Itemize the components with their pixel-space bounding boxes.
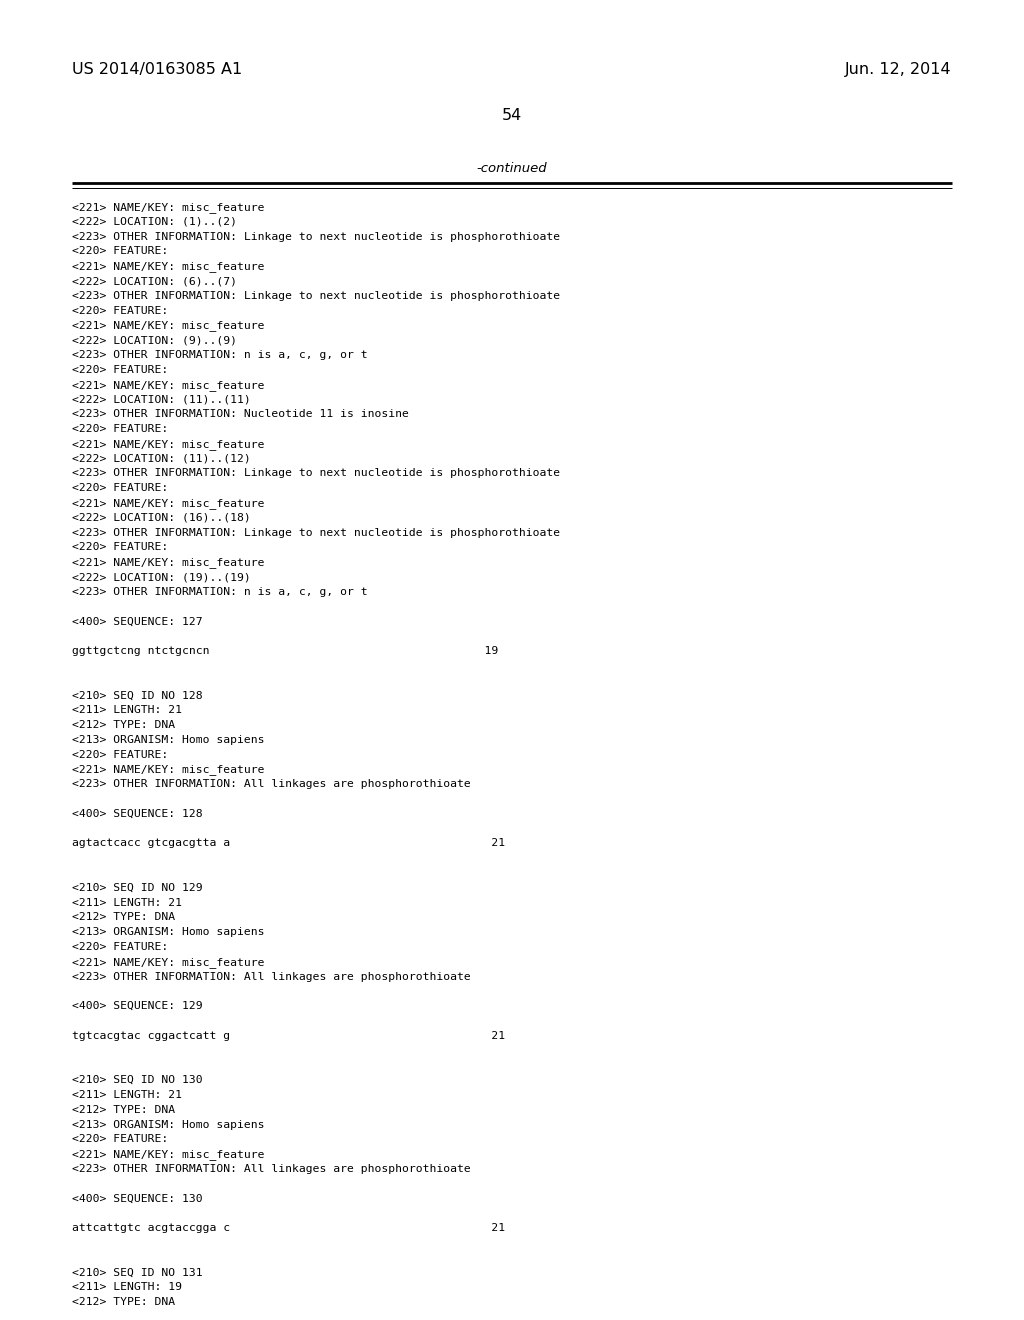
Text: <223> OTHER INFORMATION: All linkages are phosphorothioate: <223> OTHER INFORMATION: All linkages ar… <box>72 972 471 982</box>
Text: <213> ORGANISM: Homo sapiens: <213> ORGANISM: Homo sapiens <box>72 735 264 744</box>
Text: <221> NAME/KEY: misc_feature: <221> NAME/KEY: misc_feature <box>72 957 264 968</box>
Text: <220> FEATURE:: <220> FEATURE: <box>72 543 168 552</box>
Text: <222> LOCATION: (6)..(7): <222> LOCATION: (6)..(7) <box>72 276 237 286</box>
Text: <223> OTHER INFORMATION: n is a, c, g, or t: <223> OTHER INFORMATION: n is a, c, g, o… <box>72 587 368 597</box>
Text: <221> NAME/KEY: misc_feature: <221> NAME/KEY: misc_feature <box>72 261 264 272</box>
Text: <222> LOCATION: (16)..(18): <222> LOCATION: (16)..(18) <box>72 512 251 523</box>
Text: <210> SEQ ID NO 129: <210> SEQ ID NO 129 <box>72 883 203 892</box>
Text: <221> NAME/KEY: misc_feature: <221> NAME/KEY: misc_feature <box>72 202 264 213</box>
Text: <400> SEQUENCE: 128: <400> SEQUENCE: 128 <box>72 809 203 818</box>
Text: <222> LOCATION: (11)..(11): <222> LOCATION: (11)..(11) <box>72 395 251 404</box>
Text: <212> TYPE: DNA: <212> TYPE: DNA <box>72 1105 175 1115</box>
Text: <223> OTHER INFORMATION: n is a, c, g, or t: <223> OTHER INFORMATION: n is a, c, g, o… <box>72 350 368 360</box>
Text: <222> LOCATION: (11)..(12): <222> LOCATION: (11)..(12) <box>72 454 251 463</box>
Text: <223> OTHER INFORMATION: All linkages are phosphorothioate: <223> OTHER INFORMATION: All linkages ar… <box>72 1164 471 1173</box>
Text: ggttgctcng ntctgcncn                                        19: ggttgctcng ntctgcncn 19 <box>72 645 499 656</box>
Text: attcattgtc acgtaccgga c                                      21: attcattgtc acgtaccgga c 21 <box>72 1224 505 1233</box>
Text: <400> SEQUENCE: 129: <400> SEQUENCE: 129 <box>72 1001 203 1011</box>
Text: <211> LENGTH: 19: <211> LENGTH: 19 <box>72 1283 182 1292</box>
Text: <211> LENGTH: 21: <211> LENGTH: 21 <box>72 705 182 715</box>
Text: <221> NAME/KEY: misc_feature: <221> NAME/KEY: misc_feature <box>72 498 264 510</box>
Text: <220> FEATURE:: <220> FEATURE: <box>72 750 168 759</box>
Text: <220> FEATURE:: <220> FEATURE: <box>72 306 168 315</box>
Text: <223> OTHER INFORMATION: Linkage to next nucleotide is phosphorothioate: <223> OTHER INFORMATION: Linkage to next… <box>72 528 560 537</box>
Text: <221> NAME/KEY: misc_feature: <221> NAME/KEY: misc_feature <box>72 557 264 568</box>
Text: <223> OTHER INFORMATION: Nucleotide 11 is inosine: <223> OTHER INFORMATION: Nucleotide 11 i… <box>72 409 409 420</box>
Text: <220> FEATURE:: <220> FEATURE: <box>72 483 168 494</box>
Text: <221> NAME/KEY: misc_feature: <221> NAME/KEY: misc_feature <box>72 380 264 391</box>
Text: <400> SEQUENCE: 130: <400> SEQUENCE: 130 <box>72 1193 203 1204</box>
Text: <221> NAME/KEY: misc_feature: <221> NAME/KEY: misc_feature <box>72 764 264 775</box>
Text: <213> ORGANISM: Homo sapiens: <213> ORGANISM: Homo sapiens <box>72 927 264 937</box>
Text: <223> OTHER INFORMATION: Linkage to next nucleotide is phosphorothioate: <223> OTHER INFORMATION: Linkage to next… <box>72 290 560 301</box>
Text: <223> OTHER INFORMATION: Linkage to next nucleotide is phosphorothioate: <223> OTHER INFORMATION: Linkage to next… <box>72 469 560 478</box>
Text: <210> SEQ ID NO 131: <210> SEQ ID NO 131 <box>72 1267 203 1278</box>
Text: <220> FEATURE:: <220> FEATURE: <box>72 942 168 952</box>
Text: <210> SEQ ID NO 130: <210> SEQ ID NO 130 <box>72 1076 203 1085</box>
Text: <212> TYPE: DNA: <212> TYPE: DNA <box>72 719 175 730</box>
Text: <220> FEATURE:: <220> FEATURE: <box>72 1134 168 1144</box>
Text: <223> OTHER INFORMATION: Linkage to next nucleotide is phosphorothioate: <223> OTHER INFORMATION: Linkage to next… <box>72 231 560 242</box>
Text: tgtcacgtac cggactcatt g                                      21: tgtcacgtac cggactcatt g 21 <box>72 1031 505 1040</box>
Text: <221> NAME/KEY: misc_feature: <221> NAME/KEY: misc_feature <box>72 438 264 450</box>
Text: 54: 54 <box>502 108 522 123</box>
Text: <400> SEQUENCE: 127: <400> SEQUENCE: 127 <box>72 616 203 627</box>
Text: <221> NAME/KEY: misc_feature: <221> NAME/KEY: misc_feature <box>72 1150 264 1160</box>
Text: <210> SEQ ID NO 128: <210> SEQ ID NO 128 <box>72 690 203 701</box>
Text: <211> LENGTH: 21: <211> LENGTH: 21 <box>72 1090 182 1100</box>
Text: <211> LENGTH: 21: <211> LENGTH: 21 <box>72 898 182 908</box>
Text: <222> LOCATION: (19)..(19): <222> LOCATION: (19)..(19) <box>72 572 251 582</box>
Text: US 2014/0163085 A1: US 2014/0163085 A1 <box>72 62 243 77</box>
Text: <212> TYPE: DNA: <212> TYPE: DNA <box>72 912 175 923</box>
Text: <220> FEATURE:: <220> FEATURE: <box>72 424 168 434</box>
Text: <220> FEATURE:: <220> FEATURE: <box>72 247 168 256</box>
Text: Jun. 12, 2014: Jun. 12, 2014 <box>846 62 952 77</box>
Text: -continued: -continued <box>477 162 547 176</box>
Text: <220> FEATURE:: <220> FEATURE: <box>72 364 168 375</box>
Text: <212> TYPE: DNA: <212> TYPE: DNA <box>72 1298 175 1307</box>
Text: <221> NAME/KEY: misc_feature: <221> NAME/KEY: misc_feature <box>72 321 264 331</box>
Text: <222> LOCATION: (9)..(9): <222> LOCATION: (9)..(9) <box>72 335 237 346</box>
Text: <222> LOCATION: (1)..(2): <222> LOCATION: (1)..(2) <box>72 216 237 227</box>
Text: <213> ORGANISM: Homo sapiens: <213> ORGANISM: Homo sapiens <box>72 1119 264 1130</box>
Text: agtactcacc gtcgacgtta a                                      21: agtactcacc gtcgacgtta a 21 <box>72 838 505 849</box>
Text: <223> OTHER INFORMATION: All linkages are phosphorothioate: <223> OTHER INFORMATION: All linkages ar… <box>72 779 471 789</box>
